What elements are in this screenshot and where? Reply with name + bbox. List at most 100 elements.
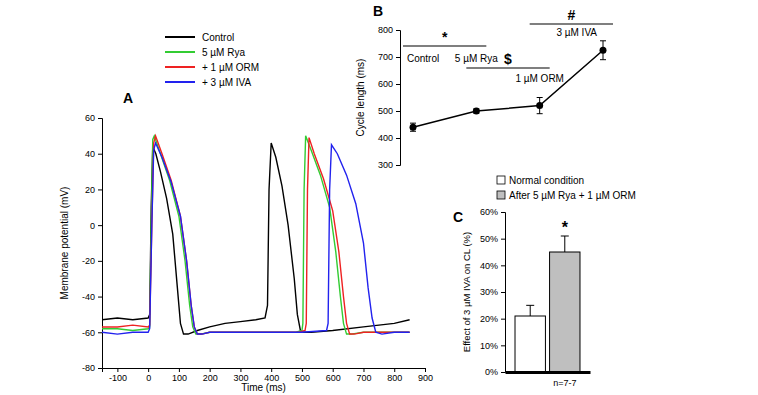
marker [473,108,480,115]
figure: A-1000100200300400500600700800900-80-60-… [0,0,758,395]
x-tick: 900 [418,368,433,383]
y-tick: 0% [485,367,505,377]
y-tick-label: -20 [82,256,95,266]
panel-label: C [453,209,463,225]
plot-area [102,136,410,334]
legend-swatch [165,51,195,53]
y-tick-label: 500 [378,106,393,116]
x-tick-mark [210,368,211,372]
y-tick-mark [501,239,505,240]
y-tick-mark [396,30,400,31]
y-tick-label: 20 [85,185,95,195]
y-tick: -40 [82,292,102,302]
x-tick-label: 600 [326,373,341,383]
y-tick-mark [396,165,400,166]
y-tick-label: 40% [480,261,498,271]
x-tick-label: -100 [109,373,127,383]
y-tick-label: -40 [82,292,95,302]
x-tick-mark [117,368,118,372]
bar [515,316,545,372]
panel: B300400500600700800Cycle length (ms)Cont… [355,3,613,170]
y-tick-mark [501,292,505,293]
y-tick: 10% [480,341,505,351]
x-tick-mark [179,368,180,372]
x-tick-label: 200 [203,373,218,383]
error-bar [561,236,569,252]
y-tick-label: -60 [82,328,95,338]
error-bar-cap [600,40,606,41]
x-tick-mark [240,368,241,372]
legend-label: 5 µM Rya [202,47,245,58]
legend-swatch [165,36,195,38]
y-tick-label: 700 [378,52,393,62]
legend-label: + 3 µM IVA [202,77,252,88]
y-tick: 800 [378,25,400,35]
comparison-label: $ [504,51,512,67]
y-tick: 40% [480,261,505,271]
error-bar-stem [564,236,565,252]
y-tick: 60 [85,113,102,123]
y-tick-mark [396,111,400,112]
y-tick: 700 [378,52,400,62]
y-tick-label: 20% [480,314,498,324]
x-tick-mark [425,368,426,372]
y-tick-mark [396,138,400,139]
legend-swatch [165,81,195,83]
comparison-line [466,67,549,68]
significance-label: * [562,219,569,236]
y-axis-title: Cycle length (ms) [355,59,366,137]
comparison-line [403,45,486,46]
legend-swatch [165,66,195,68]
trace [102,143,410,334]
y-tick-mark [98,154,102,155]
y-tick-label: 800 [378,25,393,35]
marker [410,124,417,131]
y-tick-mark [501,372,505,373]
y-tick-label: -80 [82,363,95,373]
y-tick: 600 [378,79,400,89]
y-tick-mark [98,118,102,119]
x-tick-mark [363,368,364,372]
y-axis: 0%10%20%30%40%50%60% [480,207,506,377]
category-label: 3 µM IVA [556,27,597,38]
trace [102,136,410,334]
comparison-label: * [442,29,448,45]
y-tick-mark [501,345,505,346]
y-axis-line [98,119,103,369]
error-bar-cap [410,123,416,124]
panel: A-1000100200300400500600700800900-80-60-… [59,32,433,394]
y-axis: -80-60-40-200204060 [82,113,103,373]
x-tick-label: 700 [356,373,371,383]
y-tick: 20% [480,314,505,324]
panel-label: A [123,90,133,106]
y-tick-label: 30% [480,287,498,297]
legend-swatch [497,191,505,199]
comparison-line [530,23,613,24]
marker [536,102,543,109]
trace [102,136,410,334]
x-axis-title: Time (ms) [241,382,286,393]
category-label: Control [407,53,439,64]
legend-label: Control [202,32,234,43]
error-bar [600,41,606,60]
y-tick-label: 300 [378,160,393,170]
y-axis-title: Effect of 3 µM IVA on CL (%) [461,232,472,352]
error-bar [526,305,534,316]
x-tick-label: 500 [295,373,310,383]
x-tick-mark [333,368,334,372]
x-tick: -100 [109,368,127,383]
legend: Normal conditionAfter 5 µM Rya + 1 µM OR… [497,175,636,201]
category-label: 5 µM Rya [455,53,498,64]
x-tick-mark [394,368,395,372]
legend-label: After 5 µM Rya + 1 µM ORM [509,190,636,201]
y-axis-line [501,213,506,373]
panel: C0%10%20%30%40%50%60%Effect of 3 µM IVA … [453,175,636,388]
y-tick: 30% [480,287,505,297]
x-tick-label: 800 [387,373,402,383]
y-tick-mark [501,319,505,320]
y-tick-label: 0 [90,221,95,231]
y-tick-mark [98,368,102,369]
y-tick-label: 60 [85,113,95,123]
y-axis: 300400500600700800 [378,25,401,170]
error-bar-stem [530,305,531,316]
